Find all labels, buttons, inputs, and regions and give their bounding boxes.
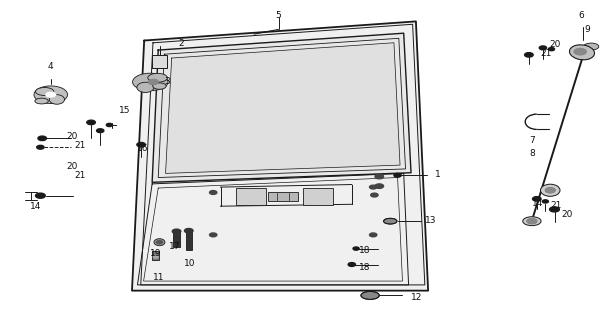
Ellipse shape [35,87,54,95]
Text: 20: 20 [67,162,78,171]
Circle shape [524,52,533,57]
Circle shape [35,193,45,198]
Circle shape [137,142,146,147]
Text: 13: 13 [425,216,436,225]
Circle shape [370,185,377,189]
Ellipse shape [570,45,594,60]
Text: 1: 1 [436,170,441,179]
Bar [152,251,160,260]
Ellipse shape [148,73,168,82]
Text: 7: 7 [529,136,535,145]
Ellipse shape [384,218,397,224]
Bar [303,188,334,204]
Polygon shape [132,21,428,291]
Text: 14: 14 [532,198,543,207]
Text: 3: 3 [165,77,170,86]
Circle shape [97,129,104,132]
Circle shape [38,136,47,140]
Ellipse shape [523,217,541,226]
Circle shape [348,263,356,267]
Circle shape [375,174,384,179]
Circle shape [545,188,555,193]
Text: 15: 15 [119,106,130,115]
Bar [236,188,266,204]
Circle shape [371,193,378,197]
Circle shape [527,219,537,224]
Text: 10: 10 [184,259,196,268]
Text: 6: 6 [578,11,584,20]
Text: 21: 21 [540,49,551,58]
Bar [185,231,192,250]
Text: 18: 18 [359,263,371,272]
Circle shape [184,228,193,233]
Circle shape [209,191,217,195]
Circle shape [548,48,554,51]
Ellipse shape [35,98,48,104]
Circle shape [209,233,217,237]
Ellipse shape [540,184,560,196]
Circle shape [353,247,359,250]
Circle shape [375,184,384,188]
Circle shape [574,49,586,55]
Circle shape [154,256,159,258]
Circle shape [106,123,113,126]
Circle shape [172,229,181,234]
Text: 20: 20 [550,40,561,49]
Text: 14: 14 [30,202,42,211]
Circle shape [149,79,159,84]
Text: 4: 4 [48,61,54,70]
Polygon shape [166,43,400,173]
Text: 5: 5 [275,11,282,20]
Text: 18: 18 [359,246,371,255]
Circle shape [46,92,56,97]
Circle shape [550,207,559,212]
Text: 2: 2 [178,39,184,48]
Text: 16: 16 [136,144,148,153]
Circle shape [157,241,163,244]
Circle shape [394,173,401,177]
Ellipse shape [153,83,166,89]
Ellipse shape [34,86,67,103]
Text: 21: 21 [74,171,85,180]
Text: 21: 21 [74,141,85,150]
Ellipse shape [361,292,379,300]
Ellipse shape [133,73,168,91]
Polygon shape [152,33,411,182]
Ellipse shape [583,43,599,50]
Bar [152,55,168,68]
Circle shape [542,200,548,203]
Ellipse shape [137,82,154,92]
Ellipse shape [154,239,165,246]
Text: 9: 9 [584,25,590,34]
Ellipse shape [49,95,64,104]
Bar [267,192,298,201]
Text: 20: 20 [561,210,572,219]
Circle shape [532,197,541,201]
Circle shape [539,46,547,50]
Text: 12: 12 [411,293,422,302]
Circle shape [87,120,95,124]
Text: 17: 17 [169,242,181,251]
Text: 21: 21 [551,201,562,210]
Circle shape [370,233,377,237]
Bar [173,231,179,247]
Circle shape [37,145,44,149]
Text: 8: 8 [529,149,535,158]
Text: 20: 20 [67,132,78,140]
Text: 11: 11 [152,273,164,282]
Text: 19: 19 [150,249,162,258]
